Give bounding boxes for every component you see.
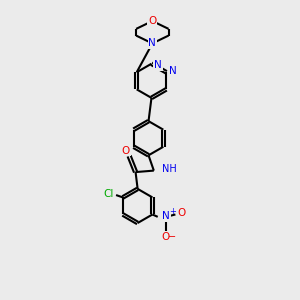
Text: N: N [162, 211, 170, 221]
Text: O: O [148, 16, 157, 26]
Text: O: O [162, 232, 170, 242]
Text: −: − [168, 232, 176, 242]
Text: O: O [122, 146, 130, 156]
Text: NH: NH [162, 164, 177, 174]
Text: N: N [169, 66, 177, 76]
Text: Cl: Cl [103, 190, 113, 200]
Text: N: N [148, 38, 156, 48]
Text: O: O [178, 208, 186, 218]
Text: +: + [169, 207, 176, 216]
Text: N: N [154, 60, 162, 70]
